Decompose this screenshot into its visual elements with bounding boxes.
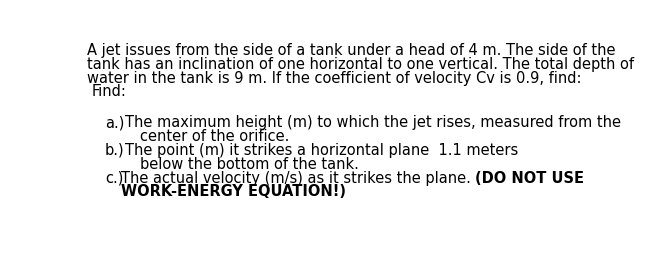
Text: b.): b.) — [105, 143, 124, 158]
Text: water in the tank is 9 m. If the coefficient of velocity Cv is 0.9, find:: water in the tank is 9 m. If the coeffic… — [87, 70, 582, 85]
Text: c.): c.) — [105, 171, 124, 186]
Text: tank has an inclination of one horizontal to one vertical. The total depth of: tank has an inclination of one horizonta… — [87, 57, 634, 72]
Text: The point (m) it strikes a horizontal plane  1.1 meters: The point (m) it strikes a horizontal pl… — [125, 143, 519, 158]
Text: A jet issues from the side of a tank under a head of 4 m. The side of the: A jet issues from the side of a tank und… — [87, 43, 616, 58]
Text: below the bottom of the tank.: below the bottom of the tank. — [140, 157, 359, 172]
Text: center of the orifice.: center of the orifice. — [140, 129, 290, 144]
Text: Find:: Find: — [91, 84, 126, 99]
Text: (DO NOT USE: (DO NOT USE — [475, 171, 584, 186]
Text: a.): a.) — [105, 115, 124, 130]
Text: The actual velocity (m/s) as it strikes the plane.: The actual velocity (m/s) as it strikes … — [121, 171, 475, 186]
Text: The maximum height (m) to which the jet rises, measured from the: The maximum height (m) to which the jet … — [125, 115, 622, 130]
Text: WORK-ENERGY EQUATION!): WORK-ENERGY EQUATION!) — [121, 184, 346, 199]
